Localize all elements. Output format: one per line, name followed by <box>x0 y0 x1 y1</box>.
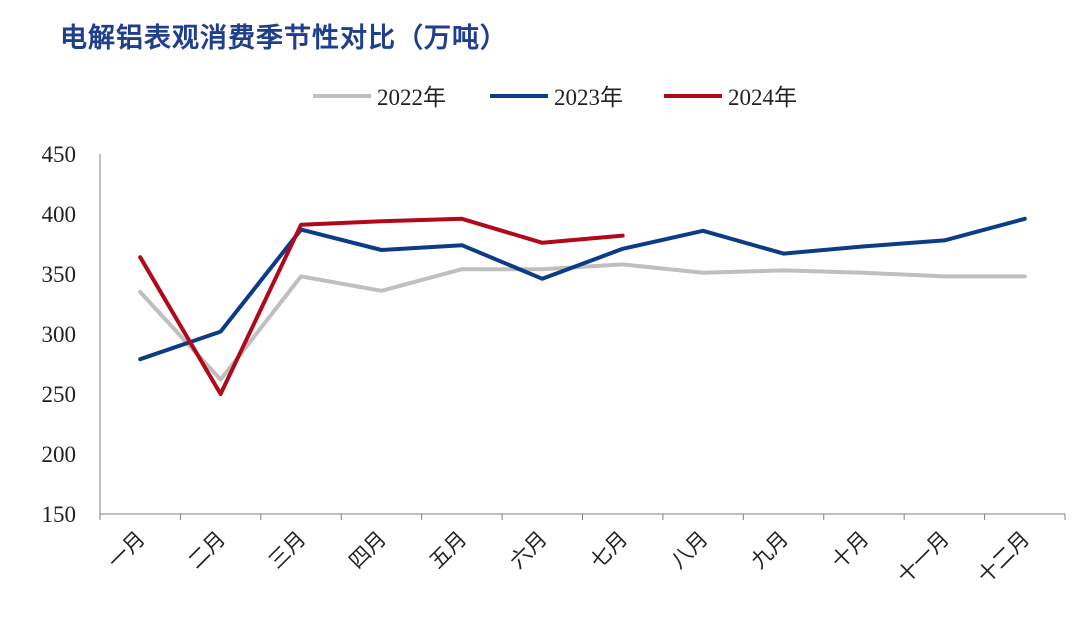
x-tick-label: 五月 <box>425 527 472 574</box>
series-line-2023 <box>138 216 1027 362</box>
y-tick-label: 200 <box>42 442 77 467</box>
x-tick-label: 二月 <box>183 527 230 574</box>
y-tick-label: 150 <box>42 502 77 527</box>
x-tick-label: 十二月 <box>973 527 1035 589</box>
x-tick-label: 四月 <box>344 527 391 574</box>
y-tick-label: 450 <box>42 142 77 167</box>
y-tick-label: 250 <box>42 382 77 407</box>
x-tick-label: 七月 <box>586 527 633 574</box>
legend-label: 2022年 <box>377 85 446 110</box>
y-tick-label: 300 <box>42 322 77 347</box>
x-tick-label: 九月 <box>746 527 793 574</box>
series-line-2024 <box>138 216 625 396</box>
x-tick-label: 十一月 <box>892 527 954 589</box>
chart-title: 电解铝表观消费季节性对比（万吨） <box>60 23 508 54</box>
legend-label: 2023年 <box>554 85 623 110</box>
y-tick-label: 350 <box>42 262 77 287</box>
x-tick-label: 六月 <box>505 527 552 574</box>
x-tick-label: 八月 <box>666 527 713 574</box>
x-tick-label: 一月 <box>103 527 150 574</box>
y-tick-label: 400 <box>42 202 77 227</box>
x-tick-label: 十月 <box>827 527 874 574</box>
legend-label: 2024年 <box>728 85 797 110</box>
x-tick-label: 三月 <box>264 527 311 574</box>
series-line-2022 <box>138 262 1027 382</box>
